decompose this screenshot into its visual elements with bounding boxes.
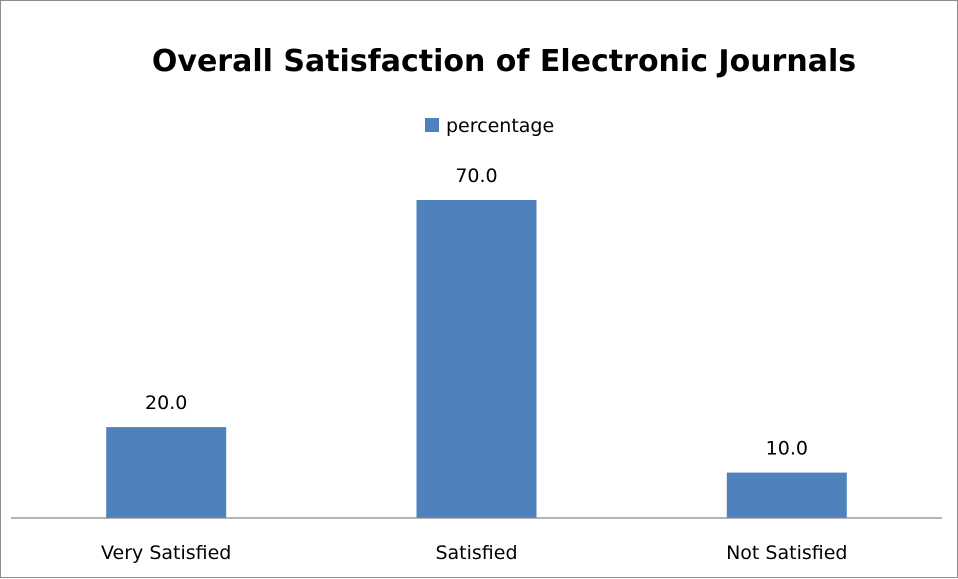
- chart-title: Overall Satisfaction of Electronic Journ…: [152, 44, 856, 79]
- bars: [106, 200, 847, 518]
- x-tick-label-not-satisfied: Not Satisfied: [726, 542, 847, 564]
- data-label-very-satisfied: 20.0: [145, 392, 187, 414]
- x-axis-tick-labels: Very Satisfied Satisfied Not Satisfied: [101, 542, 847, 564]
- bar-satisfied: [416, 200, 537, 518]
- legend-swatch-percentage: [425, 118, 439, 132]
- x-tick-label-satisfied: Satisfied: [435, 542, 517, 564]
- data-label-not-satisfied: 10.0: [766, 438, 808, 460]
- legend-label-percentage: percentage: [446, 115, 554, 137]
- data-labels: 20.0 70.0 10.0: [145, 165, 808, 460]
- bar-very-satisfied: [106, 427, 227, 518]
- data-label-satisfied: 70.0: [455, 165, 497, 187]
- x-tick-label-very-satisfied: Very Satisfied: [101, 542, 231, 564]
- bar-not-satisfied: [726, 472, 847, 518]
- legend: percentage: [425, 115, 554, 137]
